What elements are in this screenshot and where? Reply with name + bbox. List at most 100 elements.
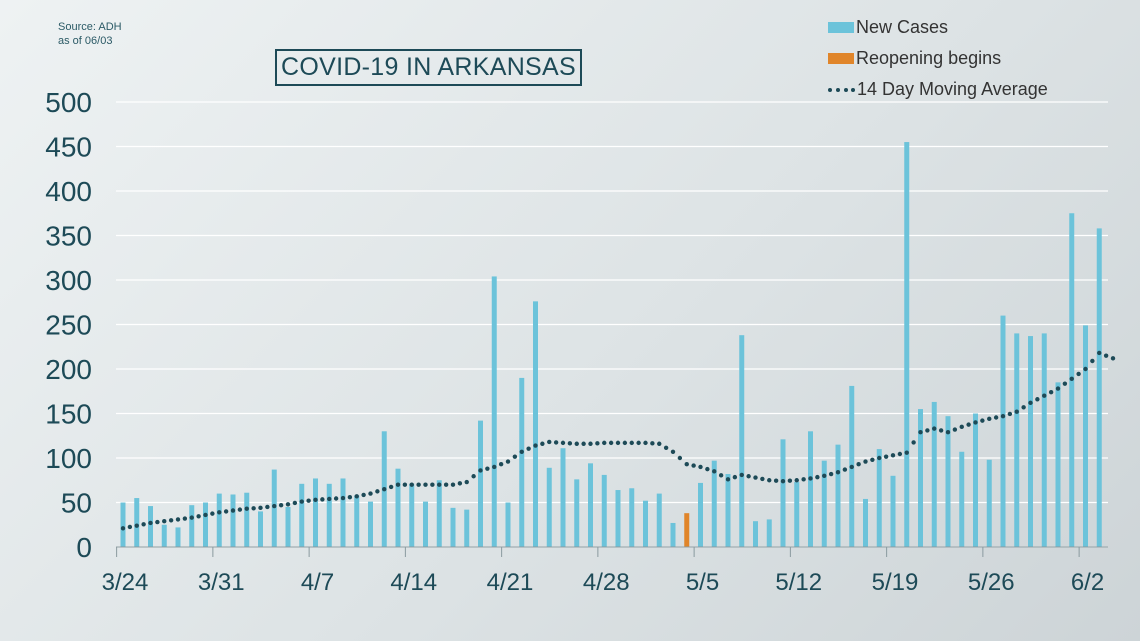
moving-average-point: [911, 440, 916, 445]
new-cases-bar: [643, 500, 648, 547]
new-cases-bar: [1055, 382, 1061, 547]
moving-average-point: [547, 439, 552, 445]
new-cases-bar: [780, 439, 786, 547]
y-tick-label: 350: [45, 221, 92, 252]
new-cases-bar: [753, 521, 758, 547]
legend-label-reopening: Reopening begins: [856, 48, 1002, 68]
moving-average-point: [127, 524, 133, 530]
moving-average-point: [1048, 389, 1054, 395]
new-cases-bar: [340, 478, 346, 547]
moving-average-point: [141, 522, 146, 527]
moving-average-point: [223, 509, 229, 514]
moving-average-point: [973, 420, 978, 425]
moving-average-point: [306, 498, 311, 503]
moving-average-point: [148, 520, 153, 526]
moving-average-point: [327, 496, 332, 502]
moving-average-point: [251, 506, 256, 511]
new-cases-bar: [890, 475, 896, 547]
moving-average-point: [918, 429, 923, 435]
as-of-line: as of 06/03: [58, 35, 113, 47]
x-tick-label: 4/21: [487, 569, 534, 596]
moving-average-point: [739, 472, 744, 478]
moving-average-point: [835, 470, 841, 475]
moving-average-point: [196, 514, 201, 519]
moving-average-point: [925, 428, 930, 433]
moving-average-point: [602, 440, 607, 446]
new-cases-bar: [244, 492, 250, 547]
moving-average-point: [815, 474, 820, 480]
moving-average-point: [320, 497, 325, 502]
moving-average-point: [1035, 397, 1040, 402]
moving-average-point: [540, 441, 545, 446]
y-tick-label: 250: [45, 310, 92, 341]
legend-swatch-moving-average: [828, 87, 855, 93]
y-tick-label: 150: [45, 399, 92, 430]
moving-average-point: [629, 440, 634, 446]
moving-average-point: [588, 441, 593, 446]
moving-average-point: [877, 455, 882, 461]
new-cases-bar: [161, 524, 167, 547]
moving-average-point: [203, 512, 208, 518]
moving-average-point: [808, 476, 813, 481]
new-cases-bar: [725, 474, 731, 547]
new-cases-bar: [986, 459, 992, 547]
moving-average-point: [608, 440, 614, 446]
new-cases-bar: [423, 501, 428, 547]
x-tick-label: 4/28: [583, 569, 630, 596]
moving-average-point: [237, 507, 243, 512]
new-cases-bar: [656, 493, 662, 547]
legend-label-new-cases: New Cases: [856, 17, 949, 37]
new-cases-bar: [698, 482, 703, 547]
moving-average-point: [595, 441, 600, 446]
x-tick-label: 3/24: [102, 569, 149, 596]
moving-average-point: [897, 451, 903, 457]
moving-average-point: [663, 445, 669, 450]
y-tick-label: 0: [76, 532, 92, 563]
new-cases-bar: [189, 505, 195, 547]
moving-average-point: [883, 454, 889, 459]
moving-average-point: [1083, 366, 1088, 372]
moving-average-point: [464, 479, 469, 485]
new-cases-bar: [491, 276, 497, 547]
moving-average-point: [863, 459, 868, 464]
new-cases-bar: [931, 401, 937, 547]
moving-average-point: [773, 478, 779, 483]
new-cases-bar: [588, 463, 593, 547]
new-cases-bar: [601, 474, 607, 547]
new-cases-bar: [739, 335, 745, 547]
new-cases-bar: [876, 449, 882, 547]
moving-average-point: [767, 478, 772, 483]
moving-average-point: [1097, 350, 1102, 356]
new-cases-bar: [918, 409, 923, 547]
x-tick-label: 5/5: [686, 569, 719, 596]
moving-average-point: [636, 440, 641, 446]
moving-average-point: [285, 502, 291, 507]
moving-average-point: [725, 477, 731, 482]
moving-average-point: [278, 502, 284, 508]
new-cases-bar: [519, 377, 525, 547]
new-cases-bar: [835, 444, 841, 547]
moving-average-point: [388, 484, 394, 490]
moving-average-point: [691, 463, 696, 468]
y-tick-label: 50: [61, 488, 92, 519]
new-cases-bar: [546, 467, 552, 547]
new-cases-bar: [766, 519, 772, 547]
moving-average-point: [430, 482, 435, 487]
new-cases-bar: [134, 498, 140, 547]
moving-average-point: [698, 464, 703, 470]
moving-average-point: [258, 505, 263, 511]
new-cases-bar: [1041, 333, 1047, 547]
moving-average-point: [553, 440, 559, 445]
moving-average-point: [210, 511, 215, 516]
new-cases-bar: [478, 420, 483, 547]
new-cases-bar: [1000, 315, 1006, 547]
chart-title: COVID-19 IN ARKANSAS: [275, 49, 582, 86]
moving-average-point: [581, 441, 586, 446]
new-cases-bar: [1083, 325, 1088, 547]
moving-average-point: [622, 440, 628, 446]
moving-average-point: [966, 422, 971, 427]
moving-average-point: [402, 482, 408, 487]
moving-average-point: [952, 427, 958, 432]
moving-average-point: [1090, 358, 1095, 364]
